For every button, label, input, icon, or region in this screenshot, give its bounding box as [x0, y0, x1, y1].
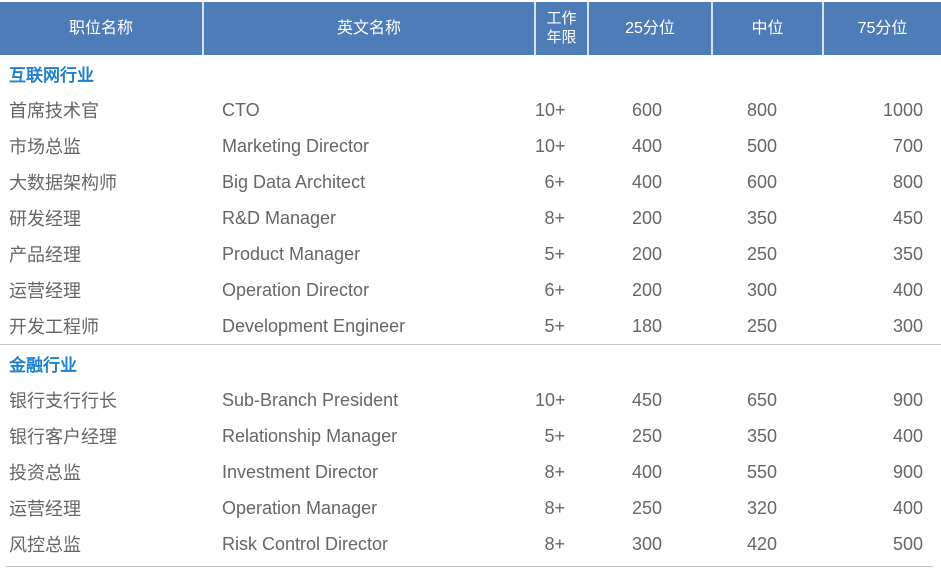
position-cell: 大数据架构师: [9, 173, 117, 193]
median-cell: 500: [746, 135, 777, 156]
p25-cell: 250: [631, 497, 662, 518]
p75-cell: 350: [892, 243, 923, 264]
p75-cell: 900: [892, 461, 923, 482]
table-row: 开发工程师 Development Engineer 5+ 180 250 30…: [0, 308, 941, 345]
p25-cell: 400: [631, 461, 662, 482]
years-cell: 8+: [544, 207, 565, 228]
position-cell: 首席技术官: [9, 101, 99, 121]
column-header-position: 职位名称: [0, 2, 204, 55]
position-cell: 投资总监: [9, 463, 81, 483]
p25-cell: 200: [631, 207, 662, 228]
median-cell: 320: [746, 497, 777, 518]
header-row: 职位名称 英文名称 工作年限 25分位 中位 75分位: [0, 2, 941, 55]
years-cell: 8+: [544, 533, 565, 554]
p75-cell: 500: [892, 533, 923, 554]
p25-cell: 600: [631, 99, 662, 120]
years-cell: 10+: [535, 389, 566, 410]
english-name-cell: Investment Director: [222, 461, 379, 482]
section-title-finance-industry: 金融行业: [0, 344, 941, 382]
table-header: 职位名称 英文名称 工作年限 25分位 中位 75分位: [0, 2, 941, 55]
english-name-cell: Big Data Architect: [222, 171, 366, 192]
english-name-cell: Operation Manager: [222, 497, 378, 518]
p25-cell: 300: [631, 533, 662, 554]
table-row: 运营经理 Operation Manager 8+ 250 320 400: [0, 490, 941, 526]
p75-cell: 400: [892, 497, 923, 518]
p25-cell: 180: [631, 315, 662, 336]
table-row: 银行支行行长 Sub-Branch President 10+ 450 650 …: [0, 382, 941, 418]
position-cell: 风控总监: [9, 535, 81, 555]
p75-cell: 400: [892, 279, 923, 300]
column-header-work-years: 工作年限: [535, 2, 589, 55]
table-row: 首席技术官 CTO 10+ 600 800 1000: [0, 92, 941, 128]
p25-cell: 400: [631, 135, 662, 156]
column-header-median: 中位: [712, 2, 824, 55]
section-title-internet-industry: 互联网行业: [9, 66, 94, 85]
years-cell: 5+: [544, 425, 565, 446]
median-cell: 800: [746, 99, 777, 120]
position-cell: 开发工程师: [9, 317, 99, 337]
english-name-cell: Operation Director: [222, 279, 370, 300]
median-cell: 250: [746, 315, 777, 336]
median-cell: 600: [746, 171, 777, 192]
table-row: 大数据架构师 Big Data Architect 6+ 400 600 800: [0, 164, 941, 200]
p75-cell: 450: [892, 207, 923, 228]
p25-cell: 250: [631, 425, 662, 446]
years-cell: 10+: [535, 135, 566, 156]
table-row: 银行客户经理 Relationship Manager 5+ 250 350 4…: [0, 418, 941, 454]
years-cell: 6+: [544, 279, 565, 300]
position-cell: 银行支行行长: [9, 391, 117, 411]
median-cell: 350: [746, 425, 777, 446]
position-cell: 市场总监: [9, 137, 81, 157]
position-cell: 研发经理: [9, 209, 81, 229]
english-name-cell: Product Manager: [222, 243, 361, 264]
english-name-cell: Risk Control Director: [222, 533, 389, 554]
median-cell: 350: [746, 207, 777, 228]
p75-cell: 300: [892, 315, 923, 336]
p75-cell: 900: [892, 389, 923, 410]
p25-cell: 200: [631, 243, 662, 264]
english-name-cell: Relationship Manager: [222, 425, 398, 446]
table-row: 产品经理 Product Manager 5+ 200 250 350: [0, 236, 941, 272]
section-row-internet: 互联网行业: [0, 55, 941, 92]
p75-cell: 1000: [882, 99, 923, 120]
english-name-cell: Development Engineer: [222, 315, 406, 336]
years-cell: 6+: [544, 171, 565, 192]
median-cell: 250: [746, 243, 777, 264]
years-cell: 10+: [535, 99, 566, 120]
position-cell: 银行客户经理: [9, 427, 117, 447]
years-cell: 5+: [544, 243, 565, 264]
median-cell: 650: [746, 389, 777, 410]
table-row: 市场总监 Marketing Director 10+ 400 500 700: [0, 128, 941, 164]
median-cell: 300: [746, 279, 777, 300]
column-header-english-name: 英文名称: [203, 2, 536, 55]
position-cell: 产品经理: [9, 245, 81, 265]
years-cell: 8+: [544, 497, 565, 518]
bottom-divider-line: [6, 566, 933, 567]
position-cell: 运营经理: [9, 499, 81, 519]
p25-cell: 200: [631, 279, 662, 300]
english-name-cell: Marketing Director: [222, 135, 370, 156]
salary-table: 职位名称 英文名称 工作年限 25分位 中位 75分位 互联网行业 首席技术官 …: [0, 2, 941, 562]
table-row: 运营经理 Operation Director 6+ 200 300 400: [0, 272, 941, 308]
table-row: 研发经理 R&D Manager 8+ 200 350 450: [0, 200, 941, 236]
median-cell: 550: [746, 461, 777, 482]
position-cell: 运营经理: [9, 281, 81, 301]
p75-cell: 700: [892, 135, 923, 156]
table-row: 风控总监 Risk Control Director 8+ 300 420 50…: [0, 526, 941, 562]
english-name-cell: CTO: [222, 99, 260, 120]
table-row: 投资总监 Investment Director 8+ 400 550 900: [0, 454, 941, 490]
column-header-75th-percentile: 75分位: [823, 2, 941, 55]
p75-cell: 400: [892, 425, 923, 446]
english-name-cell: R&D Manager: [222, 207, 337, 228]
english-name-cell: Sub-Branch President: [222, 389, 399, 410]
section-row-finance: 金融行业: [0, 344, 941, 382]
p25-cell: 450: [631, 389, 662, 410]
median-cell: 420: [746, 533, 777, 554]
p75-cell: 800: [892, 171, 923, 192]
years-cell: 8+: [544, 461, 565, 482]
p25-cell: 400: [631, 171, 662, 192]
column-header-25th-percentile: 25分位: [588, 2, 713, 55]
years-cell: 5+: [544, 315, 565, 336]
